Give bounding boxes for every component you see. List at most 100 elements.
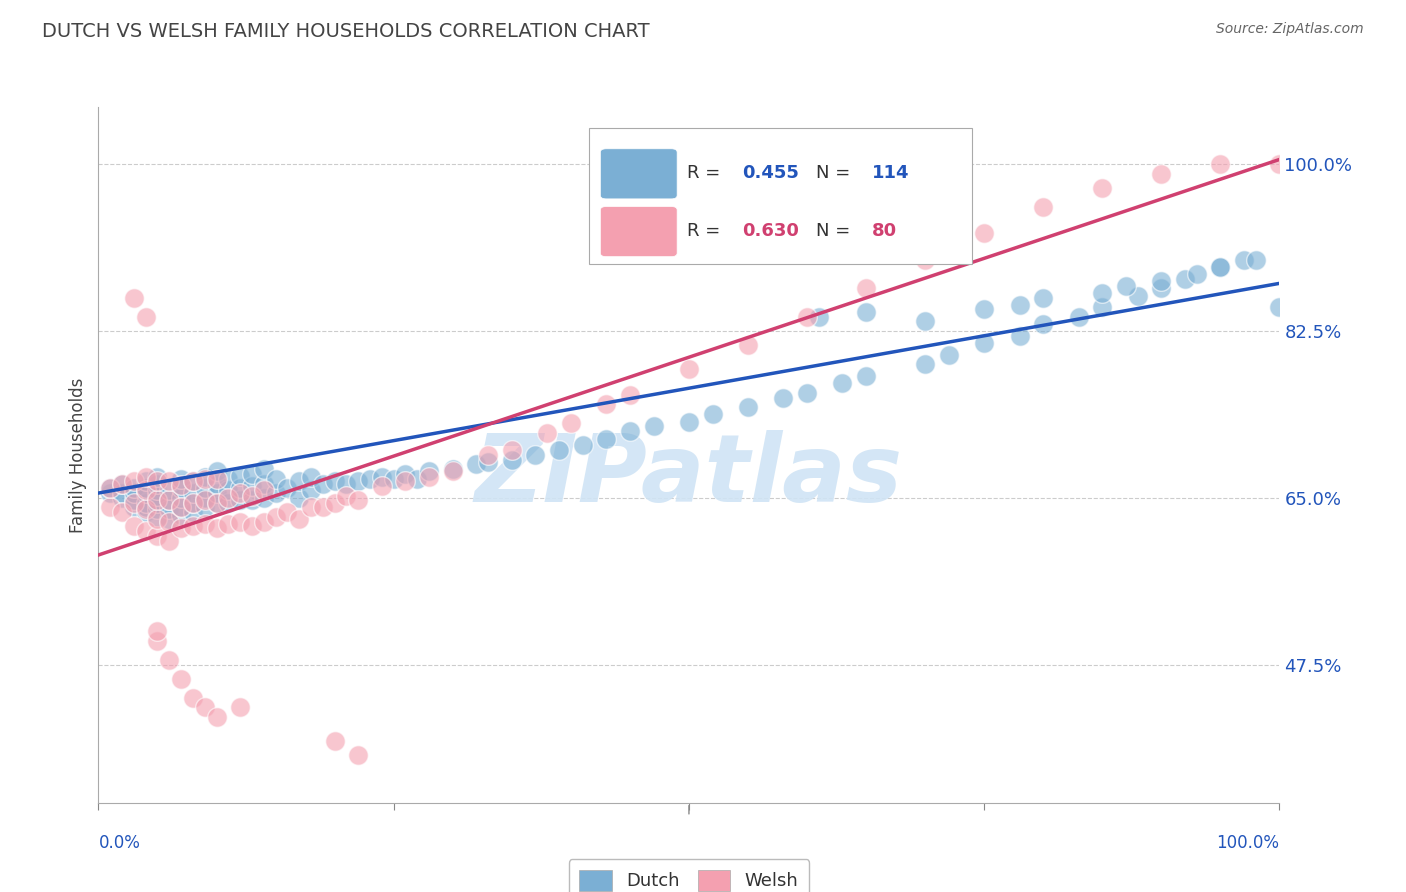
Point [1244,252,1267,267]
Point [477,448,499,462]
Point [194,500,217,515]
Text: 114: 114 [872,164,910,182]
Point [229,700,252,714]
Point [973,226,995,240]
Point [406,472,429,486]
Point [1185,267,1208,281]
Point [1150,281,1173,295]
Point [194,492,217,507]
Point [157,533,180,548]
Point [146,492,169,507]
Text: N =: N = [817,222,856,240]
Point [135,481,157,495]
Point [181,519,204,533]
Point [276,481,298,495]
Point [1126,289,1149,303]
Point [323,474,346,488]
Point [205,464,228,478]
Point [394,474,416,488]
Point [217,517,239,532]
Point [157,474,180,488]
Point [288,512,311,526]
Point [359,472,381,486]
Point [347,492,370,507]
Point [240,519,263,533]
Point [418,464,440,478]
Point [253,515,276,529]
Point [122,495,145,509]
Point [855,281,877,295]
Point [205,495,228,509]
Point [170,672,193,686]
Point [240,489,263,503]
Point [1032,318,1054,332]
Point [170,521,193,535]
Point [229,486,252,500]
Text: 0.0%: 0.0% [98,834,141,852]
Point [170,500,193,515]
Point [240,467,263,481]
Point [1209,157,1232,171]
Point [205,486,228,500]
Point [135,483,157,498]
Point [772,391,794,405]
Point [135,310,157,324]
Point [312,500,335,515]
Point [288,491,311,505]
Point [146,495,169,509]
Point [501,443,523,458]
FancyBboxPatch shape [600,207,678,257]
Point [111,491,134,505]
Point [135,495,157,509]
Point [264,509,287,524]
Point [170,491,193,505]
Point [253,491,276,505]
Text: R =: R = [686,222,725,240]
Point [146,529,169,543]
Point [571,438,593,452]
Text: 0.455: 0.455 [742,164,799,182]
Point [135,470,157,484]
Point [135,524,157,538]
Point [111,476,134,491]
Point [371,470,394,484]
Point [205,521,228,535]
Point [194,700,217,714]
Point [441,462,464,476]
Point [323,495,346,509]
Point [146,474,169,488]
Point [938,348,960,362]
Point [98,481,121,495]
Point [253,483,276,498]
Point [146,633,169,648]
Point [914,252,936,267]
Point [157,512,180,526]
Point [181,495,204,509]
Point [1268,300,1291,314]
Point [181,474,204,488]
Point [194,472,217,486]
Point [146,489,169,503]
Point [264,486,287,500]
Point [146,476,169,491]
Point [702,407,724,421]
Point [560,417,582,431]
Point [914,357,936,371]
Point [157,483,180,498]
Point [122,486,145,500]
Point [1150,273,1173,287]
Point [323,734,346,748]
Text: 0.630: 0.630 [742,222,799,240]
Text: ZIPatlas: ZIPatlas [475,430,903,522]
Point [619,424,641,438]
Point [288,474,311,488]
Point [1150,167,1173,181]
Point [312,476,335,491]
Point [371,479,394,493]
Point [194,470,217,484]
Point [1032,200,1054,214]
Point [181,505,204,519]
Point [299,500,322,515]
Point [157,502,180,516]
Point [240,479,263,493]
